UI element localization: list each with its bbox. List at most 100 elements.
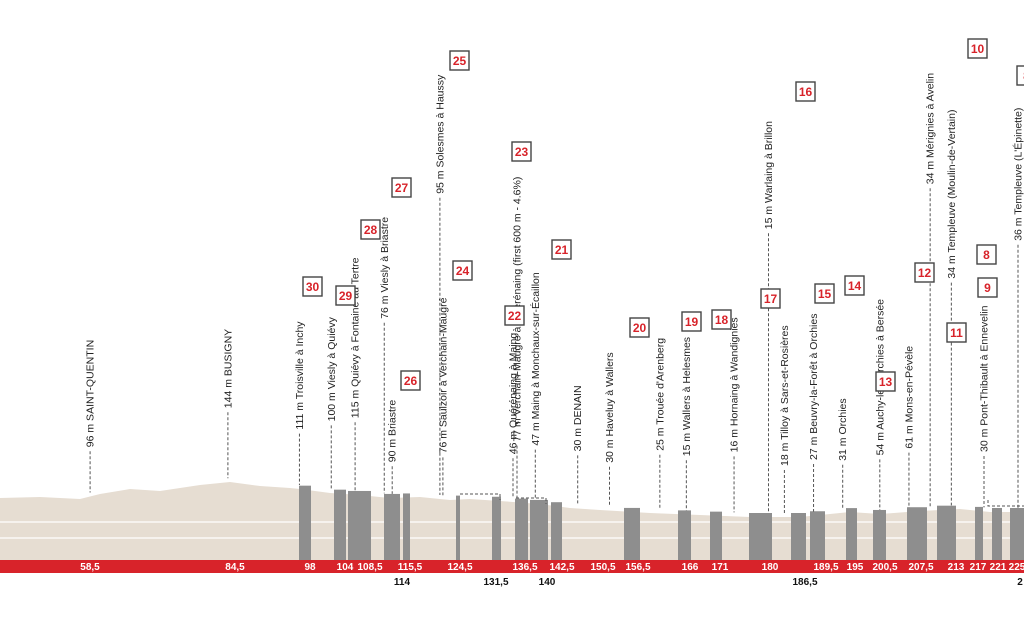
sector-badge-19-11: 19 — [681, 311, 702, 332]
sector-badge-frame — [449, 50, 470, 71]
town-label-10: 46 m Quérénaing à Maing — [508, 333, 520, 455]
cobble-sector-block-10 — [624, 507, 640, 560]
sector-badge-frame — [795, 81, 816, 102]
km-mark-17: 207,5 — [908, 562, 933, 573]
sector-badge-frame — [681, 311, 702, 332]
km-mark-18: 213 — [948, 562, 965, 573]
sector-badge-number: 25 — [453, 54, 467, 68]
sector-badge-number: 23 — [515, 145, 529, 159]
sector-badge-frame — [452, 260, 473, 281]
cobble-sector-block-9 — [551, 502, 562, 560]
cobble-sector-block-11 — [678, 510, 691, 560]
town-label-1: 144 m BUSIGNY — [222, 329, 234, 408]
km-mark-5: 115,5 — [398, 562, 423, 573]
sector-badge-frame — [504, 305, 525, 326]
cobble-sector-block-3 — [384, 493, 400, 560]
cobble-sector-block-17 — [873, 509, 886, 560]
sector-badge-number: 22 — [508, 309, 522, 323]
town-label-23: 34 m Mérignies à Avelin — [925, 73, 937, 184]
sector-badge-8-23: 8 — [1016, 65, 1024, 86]
town-label-19: 27 m Beuvry-la-Forêt à Orchies — [808, 314, 820, 460]
sector-badge-number: 26 — [404, 374, 418, 388]
cobble-sector-block-5 — [456, 495, 460, 560]
cobble-sector-block-2 — [348, 490, 371, 560]
sector-badge-15-15: 15 — [814, 283, 835, 304]
sector-badge-frame — [335, 285, 356, 306]
sector-badge-27-3: 27 — [391, 177, 412, 198]
sector-badge-number: 19 — [685, 315, 699, 329]
cobble-sector-block-12 — [710, 511, 722, 560]
sector-badge-24-6: 24 — [452, 260, 473, 281]
sector-badge-frame — [551, 239, 572, 260]
sector-badge-frame — [914, 262, 935, 283]
cobble-sector-block-21 — [992, 508, 1002, 560]
cobble-sector-block-4 — [403, 493, 410, 560]
km-mark-13: 180 — [762, 562, 779, 573]
sector-badge-frame — [400, 370, 421, 391]
sector-badge-frame — [976, 244, 997, 265]
sector-badge-frame — [1016, 65, 1024, 86]
sector-badge-number: 13 — [879, 375, 893, 389]
sector-badge-number: 24 — [456, 264, 470, 278]
town-label-7: 95 m Solesmes à Haussy — [434, 74, 446, 194]
km-mark-0: 58,5 — [80, 562, 100, 573]
cobble-sector-block-6 — [492, 496, 501, 560]
route-dash-3 — [987, 500, 1024, 507]
town-label-13: 30 m Haveluy à Wallers — [604, 352, 616, 462]
route-dash-1 — [460, 493, 501, 500]
cobble-sector-block-1 — [334, 489, 346, 560]
sector-badge-number: 27 — [395, 181, 409, 195]
town-label-18: 18 m Tilloy à Sars-et-Rosières — [779, 325, 791, 466]
sector-badge-20-10: 20 — [629, 317, 650, 338]
km-mark-20: 221 — [990, 562, 1007, 573]
cobble-sector-block-7 — [515, 498, 528, 560]
town-label-24: 30 m Pont-Thibault à Ennevelin — [979, 305, 991, 452]
km-mark-below-0: 114 — [394, 577, 411, 588]
town-label-17: 15 m Warlaing à Brillon — [763, 121, 775, 229]
cobble-sector-block-20 — [975, 506, 983, 560]
sector-badge-25-5: 25 — [449, 50, 470, 71]
km-mark-below-4: 2 — [1017, 577, 1023, 588]
cobble-sector-block-18 — [907, 507, 927, 560]
cobble-sector-block-8 — [530, 499, 548, 560]
town-label-16: 16 m Hornaing à Wandignies — [729, 317, 741, 452]
km-mark-9: 150,5 — [590, 562, 615, 573]
sector-badge-22-8: 22 — [504, 305, 525, 326]
km-mark-11: 166 — [682, 562, 699, 573]
sector-badge-frame — [302, 276, 323, 297]
town-label-6: 90 m Briastre — [387, 400, 399, 463]
sector-badge-number: 30 — [306, 280, 320, 294]
route-dash-2 — [516, 497, 547, 504]
sector-badge-28-2: 28 — [360, 219, 381, 240]
sector-badge-number: 16 — [799, 85, 813, 99]
sector-badge-frame — [814, 283, 835, 304]
sector-badge-11-19: 11 — [946, 322, 967, 343]
sector-badge-29-1: 29 — [335, 285, 356, 306]
sector-badge-number: 17 — [764, 292, 778, 306]
km-mark-below-1: 131,5 — [483, 577, 508, 588]
sector-badge-number: 29 — [339, 289, 353, 303]
axis-bar — [0, 560, 1024, 573]
sector-badge-frame — [360, 219, 381, 240]
km-mark-19: 217 — [970, 562, 987, 573]
sector-badge-9-21: 9 — [977, 277, 998, 298]
town-label-2: 111 m Troisville à Inchy — [294, 321, 306, 430]
sector-badge-frame — [511, 141, 532, 162]
sector-badge-number: 21 — [555, 243, 569, 257]
cobble-sector-block-16 — [846, 508, 857, 560]
sector-badge-number: 18 — [715, 313, 729, 327]
sector-badge-number: 15 — [818, 287, 832, 301]
sector-badge-frame — [875, 371, 896, 392]
sector-badge-number: 28 — [364, 223, 378, 237]
km-mark-10: 156,5 — [625, 562, 650, 573]
town-label-5: 76 m Viesly à Briastre — [379, 217, 391, 319]
town-label-0: 96 m SAINT-QUENTIN — [85, 340, 97, 447]
leader-layer — [89, 188, 1024, 513]
sector-badge-frame — [844, 275, 865, 296]
km-mark-4: 108,5 — [357, 562, 382, 573]
cobble-sector-block-19 — [937, 505, 956, 560]
town-label-15: 15 m Wallers à Helesmes — [681, 337, 693, 456]
badge-layer: 30 29 28 27 26 25 24 23 22 21 20 19 18 17 16 15 14 13 12 11… — [302, 38, 1024, 392]
sector-badge-frame — [946, 322, 967, 343]
